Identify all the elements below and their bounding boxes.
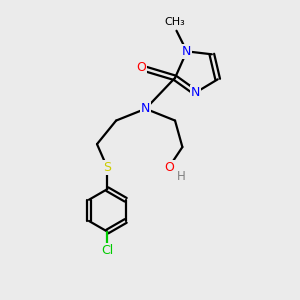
Text: CH₃: CH₃: [165, 17, 185, 27]
Text: N: N: [191, 86, 200, 99]
Text: N: N: [141, 102, 150, 115]
Text: Cl: Cl: [101, 244, 113, 257]
Text: S: S: [103, 161, 111, 174]
Text: O: O: [136, 61, 146, 74]
Text: H: H: [176, 170, 185, 183]
Text: N: N: [182, 45, 191, 58]
Text: O: O: [164, 161, 174, 174]
